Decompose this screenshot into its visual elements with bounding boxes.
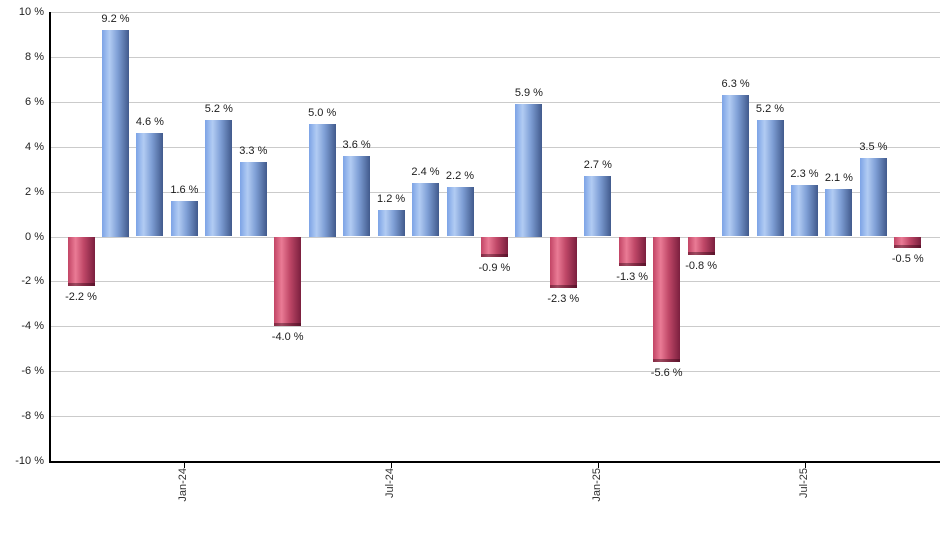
gridline	[50, 281, 940, 282]
bar-value-label: 5.0 %	[308, 107, 337, 120]
bar-positive	[136, 133, 164, 237]
y-tick-label: -10 %	[15, 455, 44, 467]
bar-bottom-cap	[549, 285, 577, 289]
x-tick-label: Jul-24	[384, 468, 397, 498]
gridline	[50, 326, 940, 327]
bar-positive	[722, 95, 750, 237]
gridline	[50, 57, 940, 58]
bar-value-label: 4.6 %	[135, 116, 164, 129]
bar-value-label: 2.3 %	[790, 167, 819, 180]
bar-value-label: 3.6 %	[342, 138, 371, 151]
bar-value-label: -0.5 %	[891, 252, 924, 265]
gridline	[50, 102, 940, 103]
y-tick-label: -4 %	[21, 320, 44, 332]
bar-positive	[515, 104, 543, 237]
bar-value-label: -2.3 %	[547, 293, 580, 306]
y-tick-label: 2 %	[25, 186, 44, 198]
bar-positive	[205, 119, 233, 237]
gridline	[50, 12, 940, 13]
y-tick-label: -6 %	[21, 365, 44, 377]
bar-positive	[791, 184, 818, 237]
x-tick-label: Jan-25	[590, 468, 603, 502]
bar-value-label: 1.2 %	[377, 192, 406, 205]
bar-bottom-cap	[687, 251, 715, 255]
x-tick-mark	[391, 463, 393, 468]
bar-value-label: 5.2 %	[755, 102, 785, 115]
bar-value-label: -2.2 %	[65, 290, 97, 303]
bar-negative	[549, 236, 577, 289]
x-tick-mark	[804, 463, 806, 468]
y-tick-label: 4 %	[25, 141, 44, 153]
bar-value-label: -0.9 %	[478, 261, 511, 274]
bar-value-label: 3.3 %	[239, 145, 268, 158]
bar-positive	[239, 162, 267, 237]
bar-negative	[274, 236, 302, 327]
bar-negative	[653, 236, 681, 363]
bar-value-label: -0.8 %	[685, 259, 717, 272]
y-tick-label: -2 %	[21, 275, 44, 287]
bar-positive	[825, 189, 853, 237]
x-tick-mark	[597, 463, 599, 468]
bar-bottom-cap	[894, 244, 922, 248]
bar-negative	[67, 236, 95, 286]
y-tick-label: 10 %	[18, 6, 44, 18]
bar-value-label: 2.1 %	[824, 172, 853, 185]
x-tick-label: Jul-25	[797, 468, 810, 498]
gridline	[50, 147, 940, 148]
y-tick-label: 0 %	[25, 231, 44, 243]
gridline	[50, 192, 940, 193]
y-tick-label: 8 %	[25, 51, 44, 63]
bar-value-label: 6.3 %	[721, 78, 750, 91]
bar-value-label: -5.6 %	[650, 367, 683, 380]
bar-positive	[308, 124, 336, 237]
bar-positive	[170, 200, 198, 237]
gridline	[50, 416, 940, 417]
bar-positive	[446, 187, 474, 237]
bar-negative	[618, 236, 646, 266]
bar-value-label: 2.2 %	[445, 170, 475, 183]
bar-value-label: 5.9 %	[514, 87, 543, 99]
bar-positive	[343, 155, 371, 237]
bar-bottom-cap	[618, 262, 646, 266]
bar-negative	[894, 236, 922, 248]
bar-value-label: -4.0 %	[271, 331, 304, 344]
bar-positive	[859, 157, 887, 237]
bar-value-label: -1.3 %	[616, 270, 649, 283]
bar-bottom-cap	[653, 359, 681, 363]
bar-value-label: 1.6 %	[170, 183, 199, 196]
bar-positive	[102, 30, 129, 237]
gridline	[50, 371, 940, 372]
bar-bottom-cap	[480, 253, 508, 257]
bar-value-label: 3.5 %	[859, 140, 888, 153]
x-axis-line	[49, 461, 940, 463]
bar-value-label: 9.2 %	[101, 13, 130, 25]
bar-value-label: 2.7 %	[583, 158, 612, 171]
bar-bottom-cap	[274, 323, 302, 327]
bar-value-label: 5.2 %	[204, 102, 233, 115]
y-axis-line	[49, 12, 51, 463]
bar-positive	[412, 182, 439, 237]
bar-positive	[584, 175, 612, 237]
y-tick-label: 6 %	[25, 96, 44, 108]
bar-negative	[480, 236, 508, 257]
x-tick-mark	[184, 463, 186, 468]
bar-positive	[377, 209, 405, 237]
bar-value-label: 2.4 %	[411, 165, 440, 178]
bar-positive	[756, 119, 784, 237]
x-tick-label: Jan-24	[177, 468, 190, 502]
bar-negative	[687, 236, 715, 255]
bar-bottom-cap	[67, 282, 95, 286]
y-tick-label: -8 %	[21, 410, 44, 422]
